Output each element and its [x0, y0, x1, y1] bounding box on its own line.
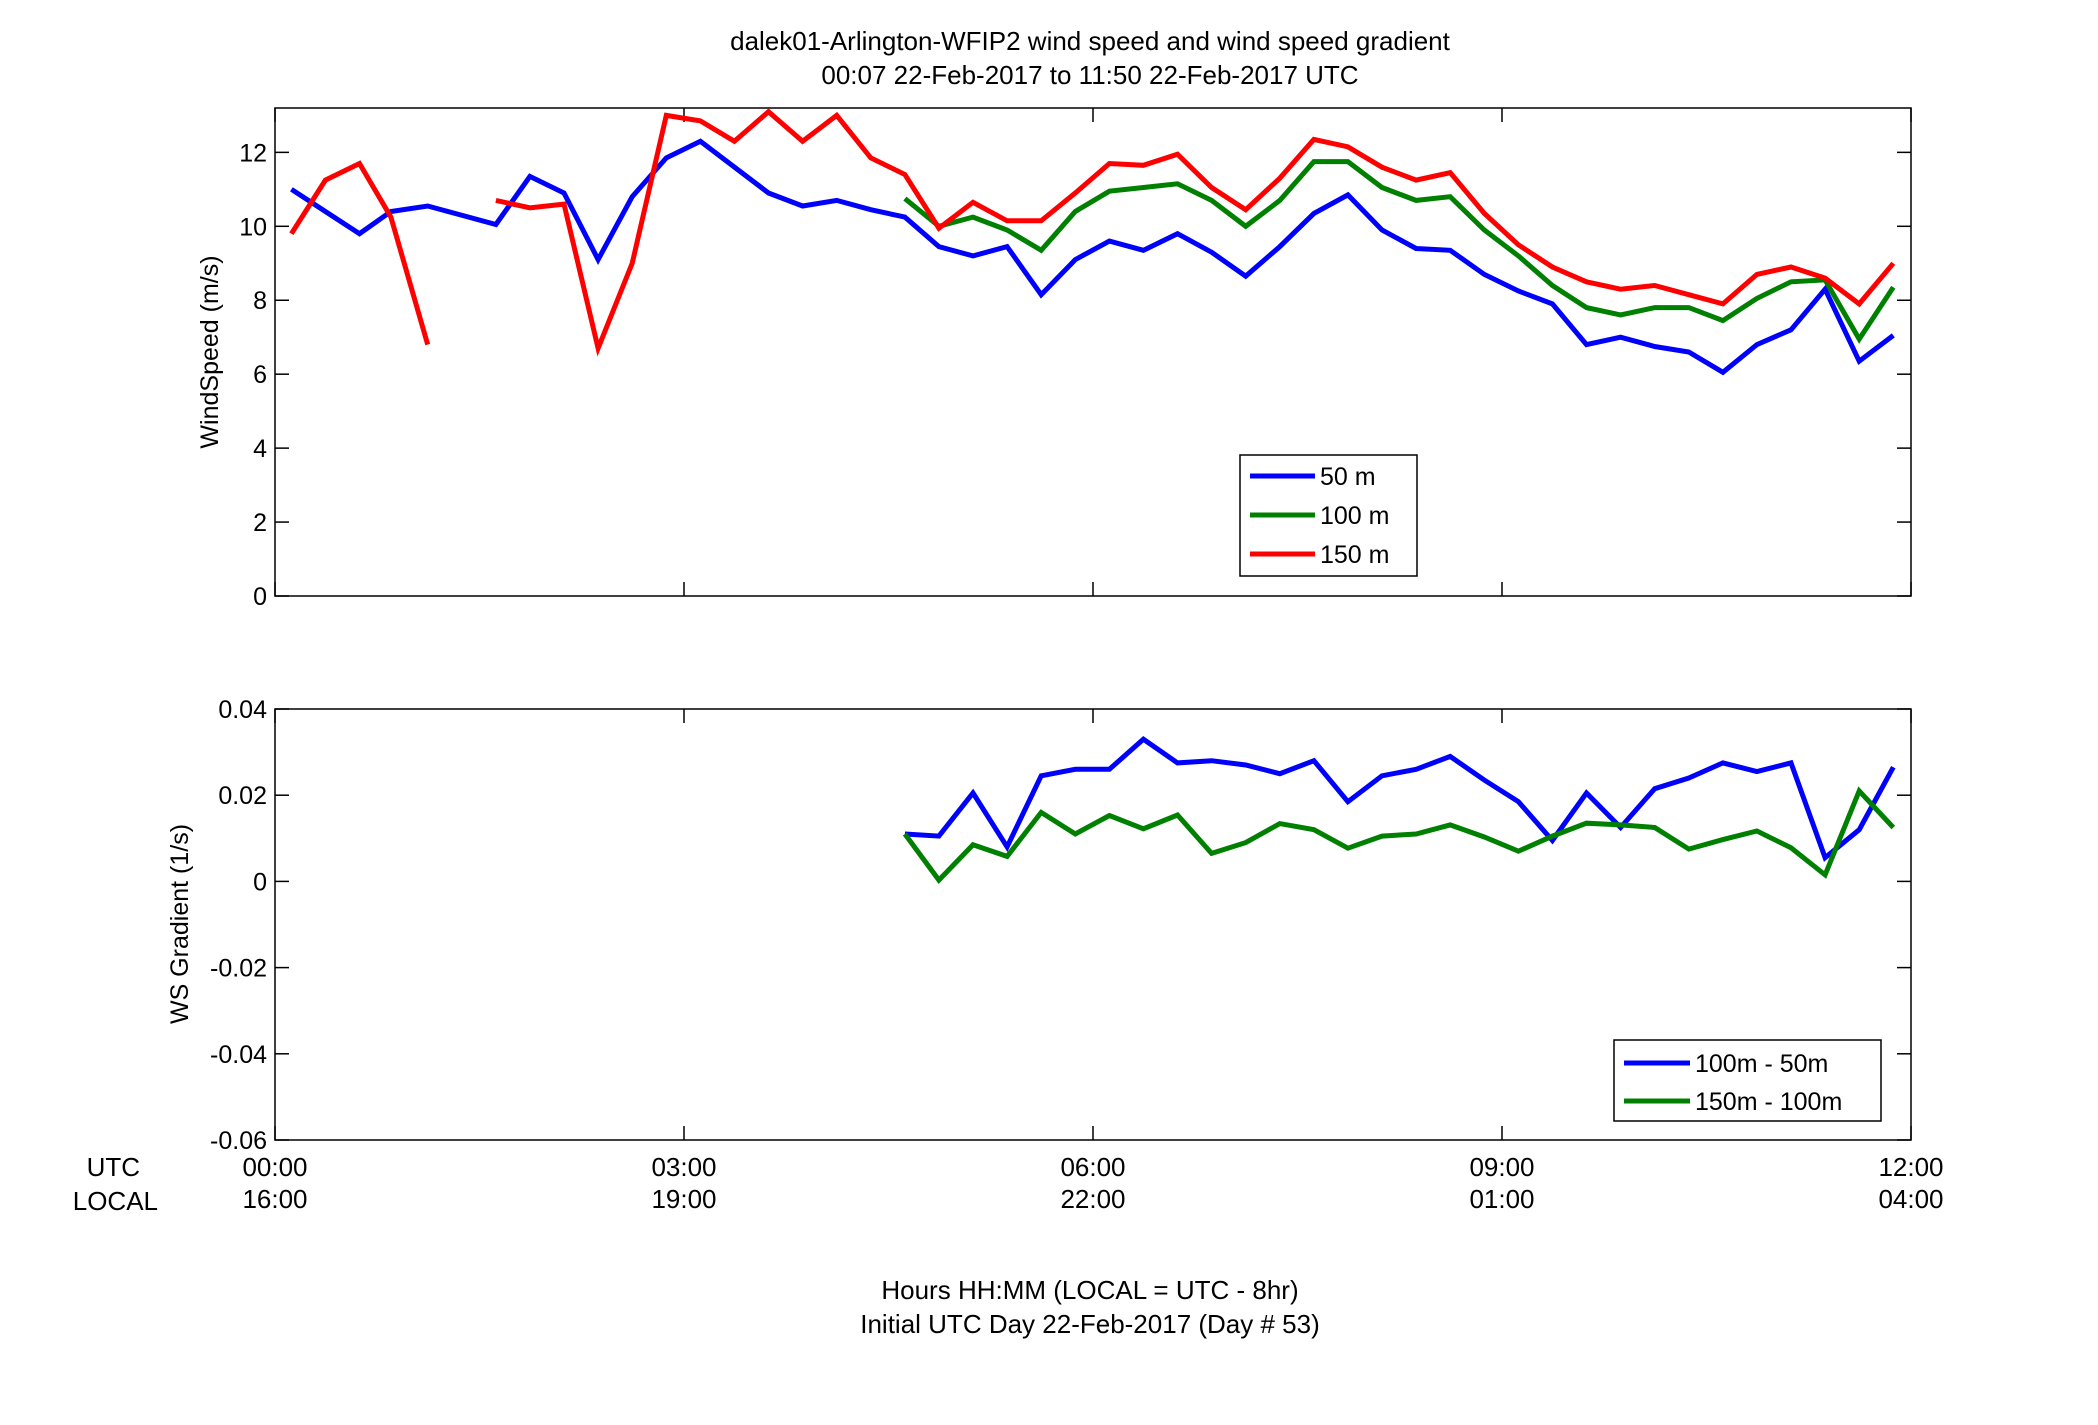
gradient-ticks: -0.06 -0.04 -0.02 0 0.02 0.04	[210, 696, 1912, 1155]
y-tick-label: 6	[253, 361, 267, 389]
gradient-legend-box	[1613, 1039, 1882, 1122]
windspeed-ylabel: WindSpeed (m/s)	[196, 255, 224, 448]
x-tick-label-local: 22:00	[1060, 1184, 1125, 1214]
x-tick-label-utc: 09:00	[1469, 1152, 1534, 1182]
windspeed-lines	[289, 108, 1896, 376]
legend-label-150m-100m: 150m - 100m	[1695, 1088, 1842, 1116]
y-tick-label: 0	[253, 868, 267, 896]
legend-label-50m: 50 m	[1320, 463, 1376, 491]
series-line-150-m	[289, 160, 431, 346]
utc-row-label: UTC	[87, 1152, 140, 1182]
y-tick-label: 0	[253, 583, 267, 611]
y-tick-label: 8	[253, 287, 267, 315]
x-tick-label-local: 04:00	[1878, 1184, 1943, 1214]
series-line-100-m	[903, 159, 1896, 344]
x-tick-label-utc: 12:00	[1878, 1152, 1943, 1182]
y-tick-label: 12	[239, 139, 267, 167]
y-tick-label: -0.04	[210, 1041, 267, 1069]
y-tick-label: 0.04	[218, 696, 267, 724]
x-axis-label-line1: Hours HH:MM (LOCAL = UTC - 8hr)	[881, 1275, 1298, 1305]
x-tick-label-utc: 03:00	[651, 1152, 716, 1182]
windspeed-legend: 50 m 100 m 150 m	[1239, 454, 1418, 577]
local-row-label: LOCAL	[73, 1186, 158, 1216]
series-line-100m-50m	[904, 736, 1896, 862]
x-tick-label-utc: 00:00	[242, 1152, 307, 1182]
y-tick-label: -0.06	[210, 1127, 267, 1155]
x-tick-label-local: 01:00	[1469, 1184, 1534, 1214]
y-tick-label: 2	[253, 509, 267, 537]
x-tick-label-local: 16:00	[242, 1184, 307, 1214]
gradient-legend: 100m - 50m 150m - 100m	[1613, 1039, 1882, 1122]
x-tick-label-local: 19:00	[651, 1184, 716, 1214]
x-axis-label-line2: Initial UTC Day 22-Feb-2017 (Day # 53)	[860, 1309, 1320, 1339]
chart-title-line1: dalek01-Arlington-WFIP2 wind speed and w…	[730, 26, 1451, 56]
windspeed-axes: 0 2 4 6 8 10 12 WindSpeed (m/s) 50 m 100 m 150…	[196, 107, 1912, 611]
windspeed-ticks: 0 2 4 6 8 10 12	[239, 108, 1912, 611]
y-tick-label: 0.02	[218, 782, 267, 810]
series-line-150m-100m	[902, 786, 1896, 884]
gradient-ylabel: WS Gradient (1/s)	[166, 824, 194, 1024]
y-tick-label: 10	[239, 213, 267, 241]
legend-label-100m-50m: 100m - 50m	[1695, 1050, 1828, 1078]
series-line-50-m	[290, 138, 1895, 376]
series-line-150-m	[495, 108, 1896, 357]
gradient-lines	[902, 736, 1896, 884]
legend-label-100m: 100 m	[1320, 502, 1389, 530]
legend-label-150m: 150 m	[1320, 541, 1389, 569]
x-tick-label-utc: 06:00	[1060, 1152, 1125, 1182]
y-tick-label: 4	[253, 435, 267, 463]
chart-title-line2: 00:07 22-Feb-2017 to 11:50 22-Feb-2017 U…	[821, 60, 1358, 90]
y-tick-label: -0.02	[210, 955, 267, 983]
gradient-axes: -0.06 -0.04 -0.02 0 0.02 0.04 WS Gradient (1/…	[166, 696, 1912, 1155]
